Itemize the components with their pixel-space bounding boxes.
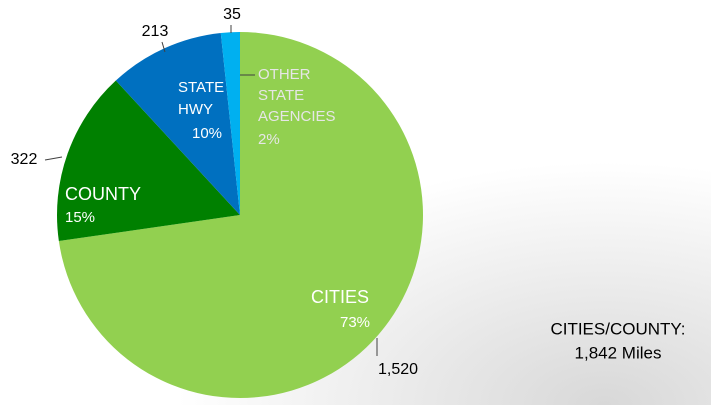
leader-line: [44, 156, 63, 161]
pie-slice: [220, 32, 240, 215]
annotation: CITIES/COUNTY:: [550, 319, 685, 338]
annotation: 1,842 Miles: [575, 343, 662, 362]
leader-line: [161, 41, 166, 53]
pie-slice: [115, 33, 240, 215]
category-label: OTHER STATE AGENCIES: [258, 66, 336, 125]
value-label: 213: [142, 23, 169, 40]
category-label: CITIES: [311, 287, 369, 307]
percent-label: 15%: [65, 209, 95, 226]
category-label: COUNTY: [65, 184, 141, 204]
value-label: 322: [11, 151, 38, 168]
percent-label: 10%: [192, 125, 222, 142]
pie-slice: [58, 32, 423, 398]
pie-slice: [57, 80, 241, 242]
percent-label: 73%: [340, 314, 370, 331]
value-label: 35: [223, 6, 241, 23]
category-label: STATE HWY: [178, 79, 228, 118]
value-label: 1,520: [378, 361, 418, 378]
percent-label: 2%: [258, 131, 280, 148]
